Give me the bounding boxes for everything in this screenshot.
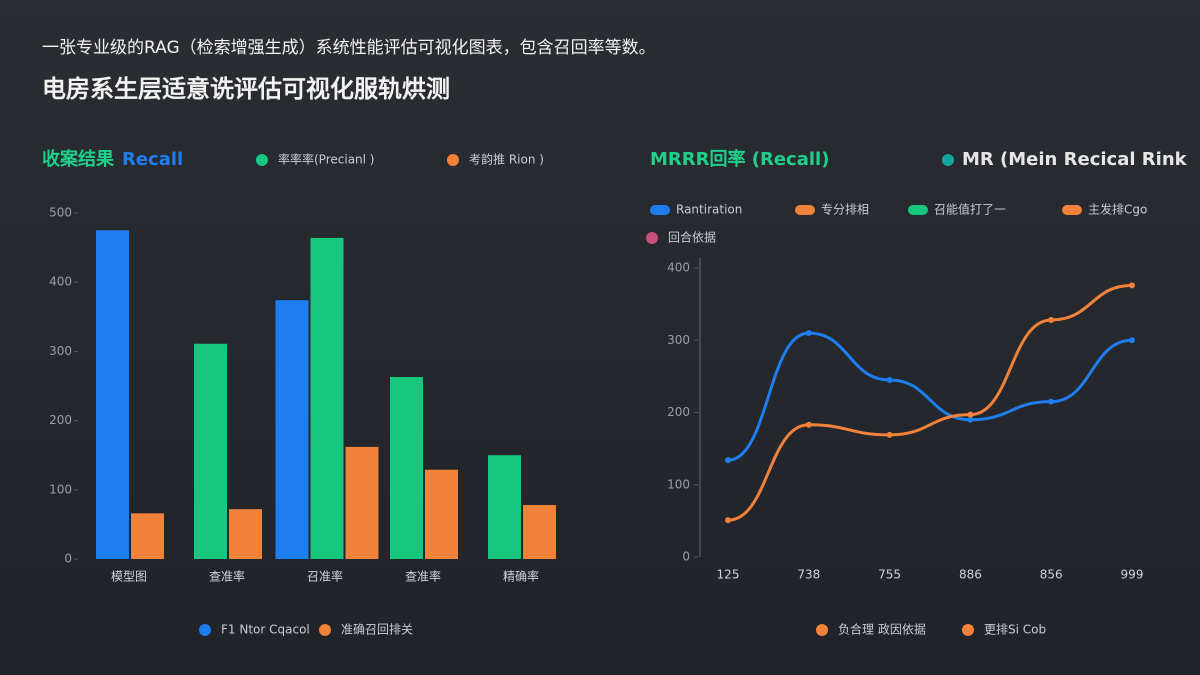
legend-swatch <box>795 205 815 215</box>
legend-label: 专分排相 <box>821 202 869 217</box>
bar <box>345 446 379 559</box>
y-tick-label: 500 <box>49 206 72 220</box>
x-tick-label: 125 <box>717 568 740 582</box>
x-tick-label: 查准率 <box>405 569 441 584</box>
legend-label: 回合依据 <box>668 230 716 245</box>
legend-swatch <box>816 624 828 636</box>
title-dot <box>942 154 954 166</box>
bar <box>310 237 344 560</box>
point <box>1048 398 1055 405</box>
legend-label: 考韵推 Rion ) <box>469 152 544 167</box>
legend-label: F1 Ntor Cqacol <box>221 623 310 637</box>
legend-swatch <box>447 154 459 166</box>
chart-subtitle: Recall <box>122 149 183 170</box>
bar <box>96 230 129 560</box>
x-tick-label: 999 <box>1121 568 1144 582</box>
legend-label: 更排Si Cob <box>984 623 1046 637</box>
x-tick-label: 755 <box>878 568 901 582</box>
point <box>805 421 812 428</box>
legend-label: 主发排Cgo <box>1088 202 1147 217</box>
y-tick-label: 200 <box>667 405 690 419</box>
legend-label: 准确召回排关 <box>341 623 413 637</box>
y-tick-label: 400 <box>667 261 690 275</box>
y-tick-label: 300 <box>667 333 690 347</box>
bar <box>194 343 227 559</box>
y-tick-label: 100 <box>49 482 72 496</box>
point <box>805 330 812 337</box>
x-tick-label: 856 <box>1040 568 1063 582</box>
legend-swatch <box>908 205 928 215</box>
legend-label: 负合理 政因依据 <box>838 622 926 637</box>
point <box>886 376 893 383</box>
y-tick-label: 400 <box>49 275 72 289</box>
y-tick-label: 200 <box>49 413 72 427</box>
y-tick-label: 300 <box>49 344 72 358</box>
point <box>967 411 974 418</box>
point <box>1129 282 1135 289</box>
point <box>1129 337 1135 344</box>
x-tick-label: 738 <box>797 568 820 582</box>
legend-swatch <box>256 154 268 166</box>
x-tick-label: 召准率 <box>307 569 343 584</box>
point <box>725 517 731 524</box>
x-tick-label: 精确率 <box>503 569 539 584</box>
line <box>727 331 1133 462</box>
line <box>727 283 1133 522</box>
legend-swatch <box>646 232 658 244</box>
legend-label: 召能值打了一 <box>934 202 1006 217</box>
y-tick-label: 100 <box>667 477 690 491</box>
legend-swatch <box>1062 205 1082 215</box>
legend-swatch <box>650 205 670 215</box>
x-tick-label: 查准率 <box>209 569 245 584</box>
legend-label: Rantiration <box>676 203 742 217</box>
legend-swatch <box>199 624 211 636</box>
chart-subtitle: MR (Mein Recical Rink <box>962 149 1188 170</box>
bar <box>488 455 521 559</box>
bar <box>275 300 309 559</box>
x-tick-label: 886 <box>959 568 982 582</box>
legend-label: 率率率(Precianl ) <box>278 152 374 167</box>
chart-title: 收案结果 <box>42 148 115 170</box>
chart-title: MRRR回率 (Recall) <box>650 148 829 170</box>
y-tick-label: 0 <box>64 552 72 566</box>
point <box>1048 317 1055 324</box>
page-title: 一张专业级的RAG（检索增强生成）系统性能评估可视化图表，包含召回率等数。 <box>42 38 656 58</box>
point <box>886 431 893 438</box>
bar <box>390 377 423 559</box>
bar <box>523 505 556 559</box>
bar <box>131 513 164 559</box>
bar <box>229 509 262 559</box>
page-subtitle: 电房系生层适意诜评估可视化服轨烘测 <box>42 75 450 103</box>
legend-swatch <box>319 624 331 636</box>
bar <box>425 469 458 559</box>
point <box>725 457 731 464</box>
legend-swatch <box>962 624 974 636</box>
x-tick-label: 模型图 <box>111 570 147 584</box>
y-tick-label: 0 <box>682 550 690 564</box>
point <box>967 416 974 423</box>
